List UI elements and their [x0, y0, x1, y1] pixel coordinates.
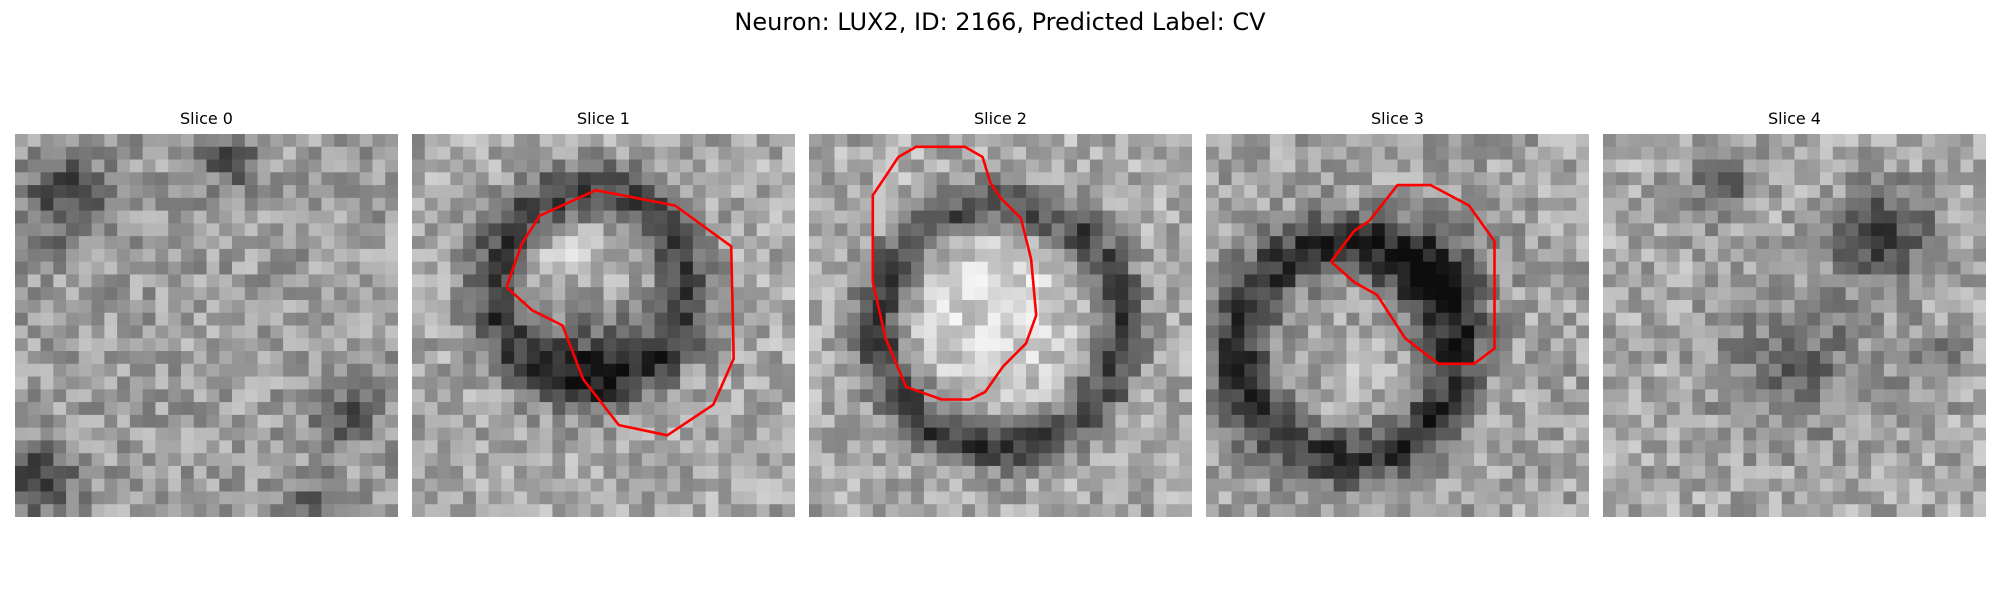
- slice-3-canvas: [1206, 134, 1589, 517]
- figure-title: Neuron: LUX2, ID: 2166, Predicted Label:…: [0, 6, 2000, 38]
- slice-4-title: Slice 4: [1603, 109, 1986, 129]
- slice-2-title: Slice 2: [809, 109, 1192, 129]
- slice-1-canvas: [412, 134, 795, 517]
- slice-3-title: Slice 3: [1206, 109, 1589, 129]
- slice-0-title: Slice 0: [15, 109, 398, 129]
- slice-2-image: [809, 134, 1192, 517]
- slice-1-title: Slice 1: [412, 109, 795, 129]
- slice-0-image: [15, 134, 398, 517]
- slice-4-canvas: [1603, 134, 1986, 517]
- slice-4-image: [1603, 134, 1986, 517]
- slice-2-canvas: [809, 134, 1192, 517]
- slice-0-canvas: [15, 134, 398, 517]
- slice-3-image: [1206, 134, 1589, 517]
- slice-1-image: [412, 134, 795, 517]
